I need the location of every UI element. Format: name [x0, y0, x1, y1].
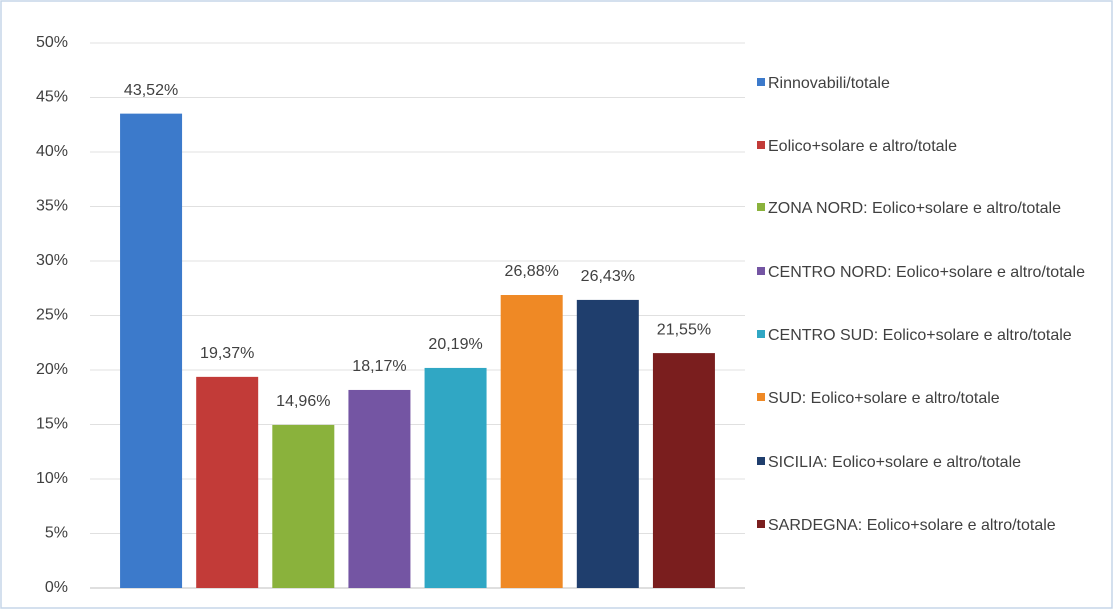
value-label: 26,43% — [581, 268, 635, 285]
bar — [424, 367, 487, 588]
legend-swatch — [757, 203, 765, 211]
legend-swatch — [757, 78, 765, 86]
value-label: 18,17% — [352, 358, 406, 375]
legend-item: ZONA NORD: Eolico+solare e altro/totale — [757, 196, 1100, 221]
y-tick-label: 20% — [36, 361, 68, 378]
y-tick-label: 35% — [36, 198, 68, 215]
bar — [576, 299, 639, 588]
value-label: 21,55% — [657, 321, 711, 338]
legend-label: SUD: Eolico+solare e altro/totale — [768, 390, 1000, 407]
legend-label: SARDEGNA: Eolico+solare e altro/totale — [768, 517, 1056, 534]
bar — [652, 353, 715, 588]
y-tick-label: 45% — [36, 89, 68, 106]
legend-label: SICILIA: Eolico+solare e altro/totale — [768, 454, 1022, 471]
y-tick-label: 40% — [36, 143, 68, 160]
legend-label: Rinnovabili/totale — [768, 75, 890, 92]
value-label: 26,88% — [505, 263, 559, 280]
legend-swatch — [757, 393, 765, 401]
legend-item: SARDEGNA: Eolico+solare e altro/totale — [757, 513, 1100, 538]
legend-swatch — [757, 457, 765, 465]
y-tick-label: 10% — [36, 470, 68, 487]
value-label: 20,19% — [428, 336, 482, 353]
legend-label: ZONA NORD: Eolico+solare e altro/totale — [768, 200, 1062, 217]
y-tick-label: 25% — [36, 307, 68, 324]
y-tick-label: 15% — [36, 416, 68, 433]
legend-label: Eolico+solare e altro/totale — [768, 138, 957, 155]
legend-swatch — [757, 330, 765, 338]
legend-item: CENTRO NORD: Eolico+solare e altro/total… — [757, 260, 1100, 285]
legend-label: CENTRO SUD: Eolico+solare e altro/totale — [768, 327, 1072, 344]
value-label: 19,37% — [200, 345, 254, 362]
bar — [120, 113, 183, 589]
legend-swatch — [757, 141, 765, 149]
y-tick-label: 5% — [45, 525, 68, 542]
legend-item: SICILIA: Eolico+solare e altro/totale — [757, 450, 1100, 475]
legend-item: CENTRO SUD: Eolico+solare e altro/totale — [757, 323, 1100, 348]
legend-item: Rinnovabili/totale — [757, 71, 1100, 96]
legend-swatch — [757, 520, 765, 528]
y-tick-label: 50% — [36, 34, 68, 51]
legend-label: CENTRO NORD: Eolico+solare e altro/total… — [768, 264, 1085, 281]
legend-item: Eolico+solare e altro/totale — [757, 134, 1100, 159]
y-tick-label: 30% — [36, 252, 68, 269]
bar — [272, 424, 335, 588]
bar — [196, 376, 259, 588]
legend-item: SUD: Eolico+solare e altro/totale — [757, 386, 1100, 411]
bar — [500, 295, 563, 588]
legend-swatch — [757, 267, 765, 275]
bar — [348, 389, 411, 588]
value-label: 43,52% — [124, 82, 178, 99]
value-label: 14,96% — [276, 393, 330, 410]
y-tick-label: 0% — [45, 579, 68, 596]
